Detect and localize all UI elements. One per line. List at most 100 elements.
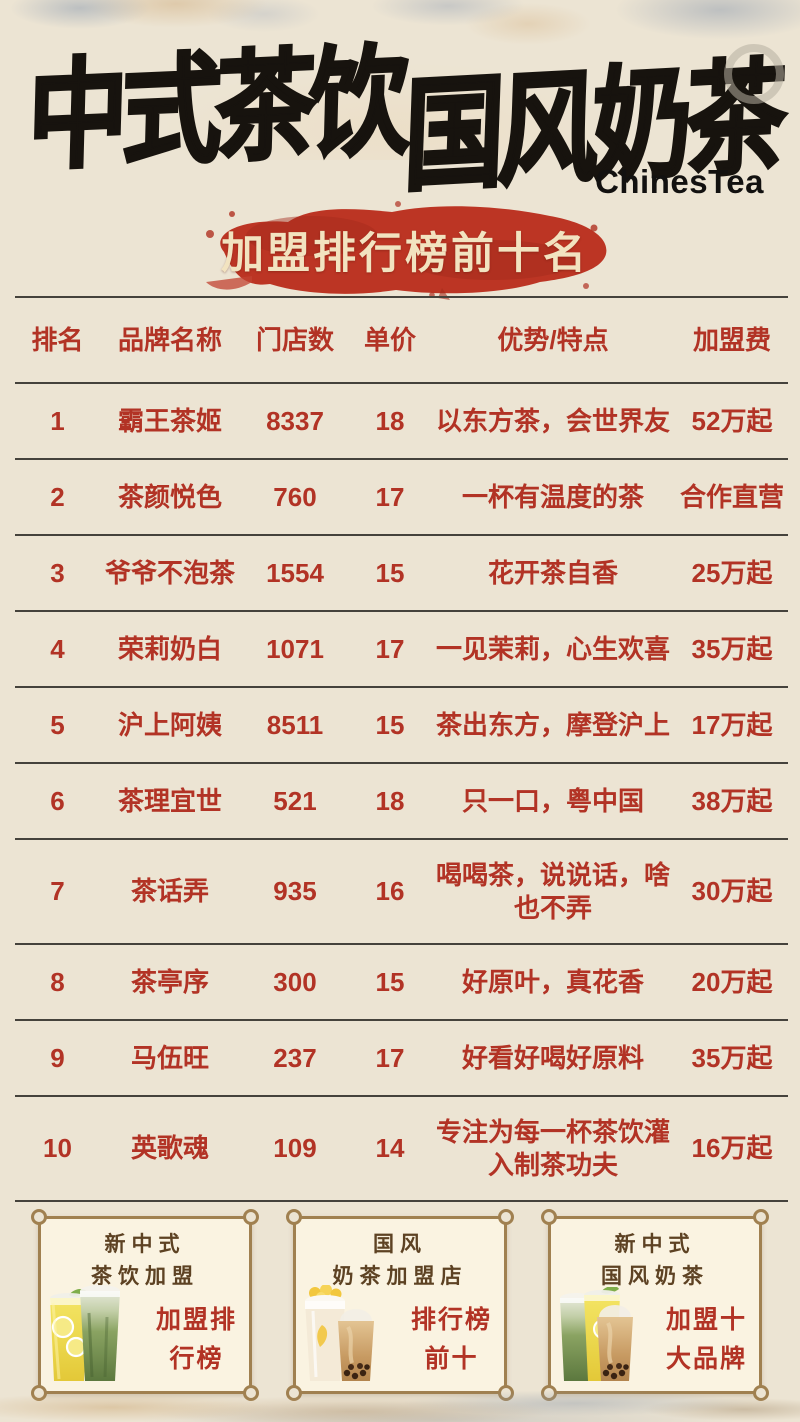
table-row: 10 英歌魂 109 14 专注为每一杯茶饮灌入制茶功夫 16万起	[15, 1097, 788, 1202]
card-title: 新中式 国风奶茶	[551, 1229, 759, 1292]
circle-ornament-icon	[724, 44, 784, 104]
card-highlight-text: 排行榜 前十	[411, 1301, 496, 1379]
cell-price: 17	[375, 481, 405, 512]
cell-rank: 5	[50, 709, 65, 740]
card-highlight-line1: 加盟十	[665, 1306, 747, 1335]
cell-stores: 300	[273, 966, 317, 997]
ink-splash-banner: 加盟排行榜前十名	[192, 198, 618, 300]
frame-corner-icon	[243, 1209, 259, 1225]
card-highlight-line1: 排行榜	[410, 1306, 492, 1335]
cell-price: 15	[375, 557, 405, 588]
cell-feature: 一见茉莉，心生欢喜	[435, 633, 670, 664]
cell-fee: 52万起	[691, 405, 773, 436]
card-highlight-line2: 行榜	[169, 1345, 224, 1373]
frame-corner-icon	[498, 1385, 514, 1401]
cell-rank: 2	[50, 481, 65, 512]
cell-brand: 荣莉奶白	[117, 633, 222, 664]
cell-stores: 1071	[266, 633, 324, 664]
cell-price: 15	[375, 709, 405, 740]
footer-cards: 新中式 茶饮加盟	[31, 1209, 769, 1401]
frame-corner-icon	[286, 1385, 302, 1401]
cell-feature: 以东方茶，会世界友	[435, 405, 670, 436]
header-rank: 排名	[31, 324, 84, 355]
cup-images	[557, 1287, 637, 1383]
cell-rank: 4	[50, 633, 65, 664]
table-row: 3 爷爷不泡茶 1554 15 花开茶自香 25万起	[15, 536, 788, 612]
frame-corner-icon	[753, 1385, 769, 1401]
cell-stores: 109	[273, 1133, 317, 1164]
frame-corner-icon	[243, 1385, 259, 1401]
cell-stores: 8337	[266, 405, 324, 436]
header-feature: 优势/特点	[497, 324, 609, 355]
cell-feature: 花开茶自香	[487, 557, 618, 588]
cell-rank: 6	[50, 785, 65, 816]
table-row: 5 沪上阿姨 8511 15 茶出东方，摩登沪上 17万起	[15, 688, 788, 764]
cell-feature: 茶出东方，摩登沪上	[435, 709, 670, 740]
card-title-line2: 奶茶加盟店	[332, 1264, 468, 1288]
header-brand: 品牌名称	[117, 324, 222, 355]
cell-price: 15	[375, 966, 405, 997]
cell-price: 17	[375, 633, 405, 664]
cell-brand: 茶话弄	[130, 876, 209, 907]
cell-fee: 35万起	[691, 633, 773, 664]
cell-rank: 3	[50, 557, 65, 588]
cell-brand: 爷爷不泡茶	[104, 557, 235, 588]
cup-images	[302, 1285, 378, 1383]
cell-fee: 30万起	[691, 876, 773, 907]
ranking-table: 排名 品牌名称 门店数 单价 优势/特点 加盟费 1 霸王茶姬 8337 18 …	[15, 296, 788, 1202]
cell-fee: 35万起	[691, 1042, 773, 1073]
card-body: 排行榜 前十	[296, 1285, 504, 1385]
header-price: 单价	[363, 324, 416, 355]
table-row: 8 茶亭序 300 15 好原叶，真花香 20万起	[15, 945, 788, 1021]
ink-splash-icon	[206, 201, 607, 300]
cell-price: 16	[375, 876, 405, 907]
pearl-milk-tea-cup-icon	[338, 1309, 374, 1381]
cell-rank: 10	[43, 1133, 72, 1164]
mango-cream-cup-icon	[305, 1285, 345, 1381]
cell-brand: 茶亭序	[130, 966, 209, 997]
card-body: 加盟十 大品牌	[551, 1287, 759, 1385]
card-highlight-line2: 前十	[424, 1345, 479, 1373]
banner-title: 加盟排行榜前十名	[221, 230, 589, 278]
header-stores: 门店数	[255, 324, 334, 355]
pearl-milk-tea-cup-icon	[597, 1305, 633, 1381]
cell-stores: 1554	[266, 557, 324, 588]
card-title: 新中式 茶饮加盟	[41, 1229, 249, 1292]
cell-fee: 20万起	[691, 966, 773, 997]
card-highlight-text: 加盟十 大品牌	[666, 1301, 751, 1379]
frame-corner-icon	[541, 1385, 557, 1401]
cell-feature: 只一口，粤中国	[461, 785, 644, 816]
brand-wordmark: ChinesTea	[595, 163, 764, 200]
cell-fee: 合作直营	[679, 481, 784, 512]
cell-brand: 茶理宜世	[117, 785, 222, 816]
card-title: 国风 奶茶加盟店	[296, 1229, 504, 1292]
card-highlight-line1: 加盟排	[155, 1306, 237, 1335]
table-row: 9 马伍旺 237 17 好看好喝好原料 35万起	[15, 1021, 788, 1097]
cell-brand: 霸王茶姬	[117, 405, 222, 436]
cell-price: 18	[375, 785, 405, 816]
cell-rank: 7	[50, 876, 65, 907]
cell-fee: 25万起	[691, 557, 773, 588]
cell-feature: 好原叶，真花香	[461, 966, 644, 997]
frame-corner-icon	[541, 1209, 557, 1225]
cell-feature: 喝喝茶，说说话，啥也不弄	[435, 860, 670, 923]
cell-price: 18	[375, 405, 405, 436]
cell-stores: 8511	[266, 709, 324, 740]
frame-corner-icon	[286, 1209, 302, 1225]
matcha-latte-cup-icon	[560, 1293, 592, 1381]
cell-fee: 17万起	[691, 709, 773, 740]
card-highlight-line2: 大品牌	[665, 1345, 747, 1373]
promo-card-milktea-shop: 国风 奶茶加盟店	[286, 1209, 514, 1401]
table-row: 7 茶话弄 935 16 喝喝茶，说说话，啥也不弄 30万起	[15, 840, 788, 945]
cell-feature: 专注为每一杯茶饮灌入制茶功夫	[435, 1117, 670, 1180]
promo-card-top-brands: 新中式 国风奶茶	[541, 1209, 769, 1401]
cell-price: 14	[375, 1133, 405, 1164]
table-header-row: 排名 品牌名称 门店数 单价 优势/特点 加盟费	[15, 298, 788, 384]
cell-rank: 1	[50, 405, 65, 436]
cell-fee: 16万起	[691, 1133, 773, 1164]
card-highlight-text: 加盟排 行榜	[156, 1301, 241, 1379]
cell-brand: 马伍旺	[130, 1042, 209, 1073]
cell-brand: 英歌魂	[130, 1133, 209, 1164]
table-row: 6 茶理宜世 521 18 只一口，粤中国 38万起	[15, 764, 788, 840]
